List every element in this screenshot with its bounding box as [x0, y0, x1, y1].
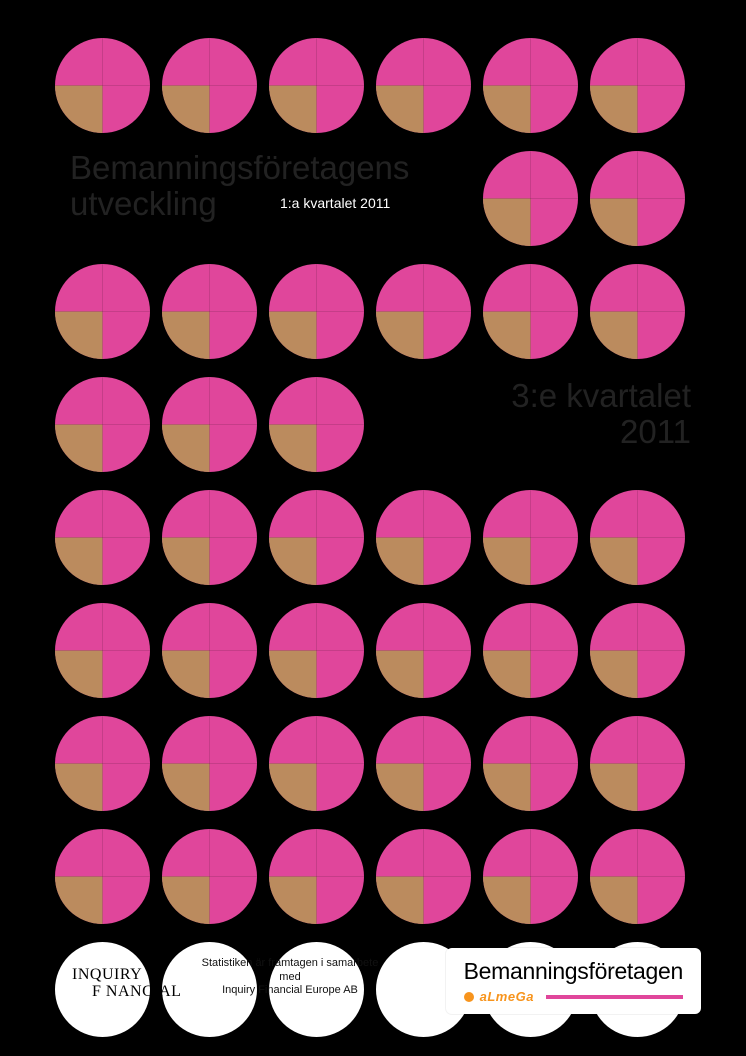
pie-chart-icon [55, 38, 150, 133]
pie-chart-icon [269, 377, 364, 472]
pie-chart-icon [269, 603, 364, 698]
pie-chart-icon [269, 490, 364, 585]
pie-chart-icon [376, 716, 471, 811]
pie-chart-icon [590, 716, 685, 811]
pie-chart-icon [483, 603, 578, 698]
inquiry-line2: F NANCIAL [72, 984, 181, 1001]
pie-chart-icon [269, 829, 364, 924]
pie-chart-icon [162, 490, 257, 585]
pie-chart-icon [590, 603, 685, 698]
brand-dot-icon [464, 992, 474, 1002]
stat-line2: Inquiry Financial Europe AB [200, 984, 380, 998]
pie-chart-icon [269, 38, 364, 133]
pie-chart-icon [483, 490, 578, 585]
pie-chart-icon [590, 151, 685, 246]
pie-chart-icon [376, 38, 471, 133]
pie-chart-icon [376, 490, 471, 585]
pie-chart-icon [376, 264, 471, 359]
footer: INQUIRY F NANCIAL Statistiken är framtag… [0, 926, 746, 1056]
pie-chart-icon [55, 264, 150, 359]
quarter-line2: 2011 [511, 414, 691, 450]
pie-chart-icon [162, 716, 257, 811]
pie-chart-icon [55, 490, 150, 585]
pie-chart-icon [376, 829, 471, 924]
pie-chart-icon [483, 38, 578, 133]
pie-chart-icon [55, 603, 150, 698]
title-subtitle: 1:a kvartalet 2011 [280, 195, 390, 211]
brand-sub-row: aLmeGa [464, 989, 683, 1004]
brand-rule [546, 995, 683, 999]
pie-chart-icon [590, 38, 685, 133]
pie-chart-icon [55, 829, 150, 924]
stat-credit: Statistiken är framtagen i samarbete med… [200, 957, 380, 998]
stat-line1: Statistiken är framtagen i samarbete med [200, 957, 380, 985]
pie-chart-icon [55, 716, 150, 811]
title-line1: Bemanningsföretagens [70, 150, 409, 186]
quarter-block: 3:e kvartalet 2011 [511, 378, 691, 451]
pie-chart-icon [590, 264, 685, 359]
pie-chart-icon [269, 716, 364, 811]
pie-chart-icon [483, 716, 578, 811]
brand-sub: aLmeGa [480, 989, 534, 1004]
pie-chart-icon [162, 264, 257, 359]
main-title-block: Bemanningsföretagens utveckling [70, 150, 409, 223]
pie-chart-icon [483, 829, 578, 924]
pie-chart-icon [376, 603, 471, 698]
pie-chart-icon [162, 377, 257, 472]
inquiry-financial-logo: INQUIRY F NANCIAL [72, 967, 181, 1001]
pie-chart-icon [483, 151, 578, 246]
pie-chart-icon [162, 603, 257, 698]
inquiry-line1: INQUIRY [72, 967, 181, 984]
pie-chart-icon [162, 38, 257, 133]
brand-title: Bemanningsföretagen [464, 958, 683, 985]
pie-chart-icon [162, 829, 257, 924]
pie-chart-icon [590, 829, 685, 924]
brand-card: Bemanningsföretagen aLmeGa [446, 948, 701, 1014]
pie-chart-icon [269, 264, 364, 359]
pie-chart-icon [590, 490, 685, 585]
quarter-line1: 3:e kvartalet [511, 378, 691, 414]
pie-chart-icon [483, 264, 578, 359]
pie-chart-icon [55, 377, 150, 472]
